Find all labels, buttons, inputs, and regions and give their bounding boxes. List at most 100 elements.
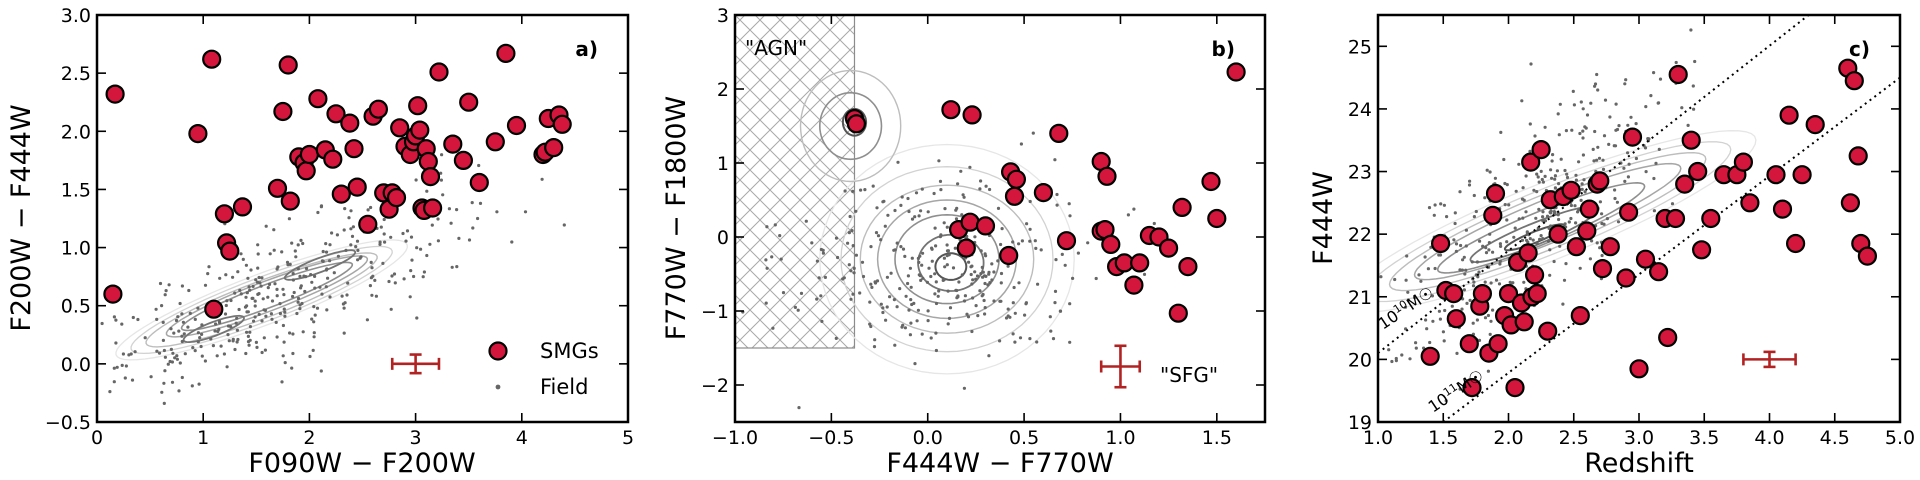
field-point <box>421 275 425 279</box>
field-point <box>120 322 124 326</box>
field-point <box>264 224 268 228</box>
field-point <box>248 288 252 292</box>
y-tick-label: 0.5 <box>61 296 91 318</box>
smg-point <box>1658 327 1678 348</box>
field-point <box>275 267 279 271</box>
field-point <box>254 340 258 344</box>
smg-point <box>469 172 489 193</box>
field-point <box>1558 102 1562 106</box>
field-point <box>1528 122 1532 126</box>
field-point <box>1652 176 1656 181</box>
field-point <box>196 340 200 344</box>
field-point <box>209 337 213 341</box>
field-point <box>893 343 897 347</box>
field-point <box>409 235 414 239</box>
field-point <box>1512 235 1516 239</box>
field-point <box>356 248 360 252</box>
field-point <box>379 225 383 229</box>
field-point <box>255 345 259 349</box>
panel-c-y-label: F444W <box>1308 171 1339 265</box>
smg-point <box>1848 146 1868 166</box>
field-point <box>342 331 346 335</box>
smg-point <box>103 284 123 304</box>
field-point <box>920 187 924 191</box>
density-contour <box>180 261 354 332</box>
field-point <box>1537 180 1541 184</box>
field-point <box>1558 244 1562 248</box>
field-point <box>988 281 992 285</box>
field-point <box>257 312 261 316</box>
field-point <box>390 274 394 278</box>
field-point <box>1581 129 1585 133</box>
field-point <box>169 327 173 331</box>
x-tick-label: 1 <box>197 427 209 449</box>
field-point <box>174 318 179 323</box>
field-point <box>234 321 238 325</box>
field-point <box>886 213 890 217</box>
field-point <box>1574 221 1578 225</box>
field-point <box>219 344 223 348</box>
field-point <box>311 348 315 352</box>
field-point <box>244 351 248 356</box>
field-point <box>889 271 893 275</box>
field-point <box>987 270 991 274</box>
field-point <box>1591 147 1595 151</box>
field-point <box>256 243 260 247</box>
field-point <box>1541 180 1545 184</box>
field-point <box>820 319 824 323</box>
field-point <box>851 292 855 296</box>
field-point <box>1513 226 1517 230</box>
field-point <box>1600 221 1604 226</box>
field-point <box>1524 174 1528 178</box>
field-point <box>260 350 264 355</box>
field-point <box>162 401 166 405</box>
field-point <box>253 304 257 308</box>
field-point <box>389 307 393 311</box>
field-point <box>274 320 278 324</box>
field-point <box>1579 198 1583 202</box>
field-point <box>1019 142 1024 146</box>
field-point <box>933 292 937 296</box>
field-point <box>819 294 823 298</box>
field-point <box>523 210 528 214</box>
field-point <box>1529 62 1533 66</box>
field-point <box>1437 309 1441 313</box>
field-point <box>1522 280 1526 284</box>
field-point <box>114 341 118 345</box>
field-point <box>1548 273 1552 277</box>
field-point <box>1693 59 1697 64</box>
field-point <box>906 274 911 278</box>
field-point <box>819 247 824 252</box>
field-point <box>868 322 872 326</box>
field-point <box>1557 133 1561 137</box>
field-point <box>981 292 985 297</box>
field-point <box>562 223 566 227</box>
field-point <box>1595 158 1599 162</box>
smg-point <box>1691 240 1712 260</box>
field-point <box>370 266 374 270</box>
field-point <box>1442 203 1446 207</box>
field-point <box>412 274 416 279</box>
field-point <box>1503 181 1507 186</box>
smg-point <box>1844 71 1864 91</box>
field-point <box>455 208 459 212</box>
field-point <box>320 292 324 296</box>
field-point <box>325 308 329 312</box>
field-point <box>419 247 423 251</box>
typical-errorbar <box>390 353 441 375</box>
field-point <box>810 241 814 245</box>
field-point <box>1528 237 1532 241</box>
field-point <box>1550 159 1554 163</box>
field-point <box>270 317 274 321</box>
field-point <box>283 314 287 318</box>
field-point <box>1464 244 1468 248</box>
field-point <box>1571 89 1575 93</box>
field-point <box>155 317 159 321</box>
field-point <box>387 279 391 284</box>
field-point <box>1067 202 1071 206</box>
field-point <box>893 248 897 252</box>
field-point <box>368 284 372 288</box>
field-point <box>929 274 933 279</box>
field-point <box>193 349 197 353</box>
smg-point <box>1518 243 1538 263</box>
